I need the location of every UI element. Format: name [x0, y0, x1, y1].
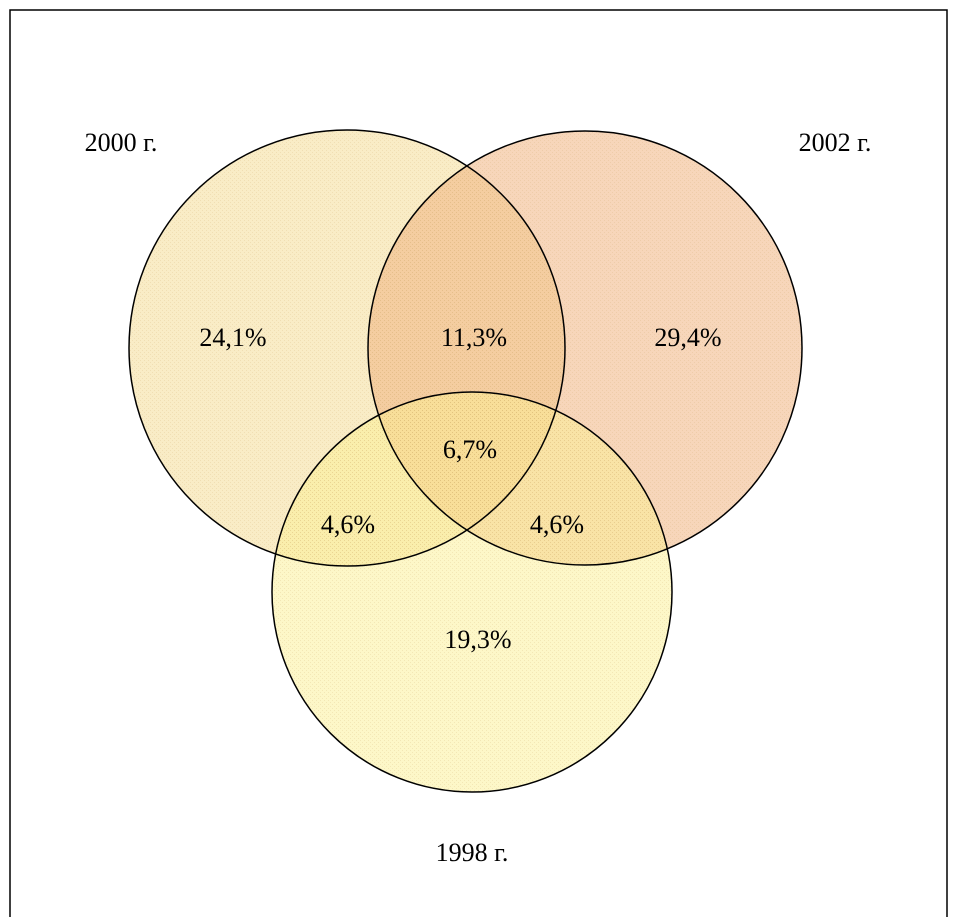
circle-outline — [271, 391, 673, 793]
circle-outline — [367, 130, 803, 566]
region-label: 11,3% — [441, 323, 507, 352]
set-label: 2000 г. — [85, 128, 158, 157]
region-label: 4,6% — [530, 510, 584, 539]
region-label: 24,1% — [199, 323, 266, 352]
texture — [272, 392, 672, 792]
region-label: 6,7% — [443, 435, 497, 464]
region-label: 29,4% — [654, 323, 721, 352]
set-label: 2002 г. — [799, 128, 872, 157]
set-label: 1998 г. — [436, 838, 509, 867]
circle-outline — [128, 129, 566, 567]
region-label: 4,6% — [321, 510, 375, 539]
frame — [9, 9, 948, 917]
region-label: 19,3% — [444, 625, 511, 654]
